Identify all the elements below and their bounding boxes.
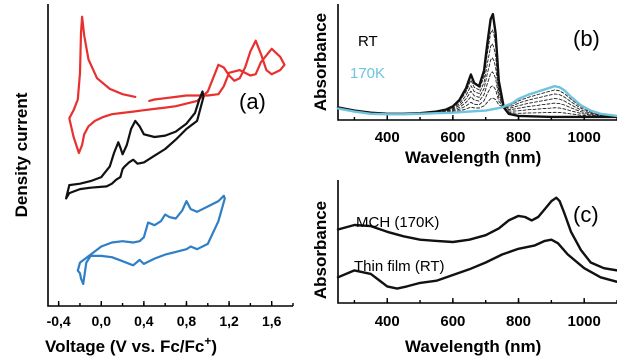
panel-c-annotation-mch: MCH (170K) [356,214,439,231]
panel-c-label: (c) [573,202,599,227]
panel-a-x-ticks: -0,4 0,0 0,4 0,8 1,2 1,6 [47,301,294,329]
panel-c: 400 600 800 1000 (c) MCH (170K) Thin film (… [311,180,617,356]
panel-a-y-axis-title: Density current [12,92,31,217]
panel-b: 400 600 800 1000 (b) RT 170K Absorbance Wav… [311,4,617,167]
panel-c-annotation-thin-film: Thin film (RT) [354,258,445,275]
x-tick-label: 0,8 [177,313,197,329]
x-tick-label: 0,4 [134,313,154,329]
panel-a-axes [47,4,293,307]
x-tick-label: 600 [440,313,465,330]
series-line-red-0 [68,15,286,155]
series-line-black-1 [336,238,617,290]
panel-b-x-axis-title: Wavelength (nm) [405,148,541,167]
panel-c-x-axis-title: Wavelength (nm) [405,337,541,356]
panel-c-y-axis-title: Absorbance [311,201,330,299]
x-tick-label: 1000 [567,129,600,146]
x-tick-label: 800 [506,313,531,330]
panel-b-annotation-rt: RT [358,33,378,50]
x-tick-label: 800 [506,129,531,146]
series-line-cyan-1 [336,85,617,118]
series-line-black-1 [65,90,205,200]
panel-a-curves [65,15,286,286]
series-line-black-0 [336,196,617,272]
panel-b-label: (b) [573,26,600,51]
panel-b-curves [336,12,617,119]
x-tick-label: 600 [440,129,465,146]
x-tick-label: -0,4 [47,313,71,329]
panel-b-annotation-170k: 170K [350,65,385,82]
panel-c-curves [336,196,617,290]
panel-a-x-axis-title: Voltage (V vs. Fc/Fc+) [45,334,217,356]
panel-b-y-axis-title: Absorbance [311,13,330,111]
panel-a-label: (a) [239,89,266,114]
series-line-blue-2 [76,194,226,286]
panel-c-x-ticks: 400 600 800 1000 [353,298,617,330]
panel-c-axes [337,180,617,304]
x-tick-label: 400 [375,313,400,330]
x-tick-label: 0,0 [92,313,112,329]
panel-b-axes [337,4,617,121]
panel-a: -0,4 0,0 0,4 0,8 1,2 1,6 (a) Density current … [12,4,294,356]
x-tick-label: 1,2 [219,313,239,329]
x-tick-label: 1000 [567,313,600,330]
x-tick-label: 400 [375,129,400,146]
x-tick-label: 1,6 [262,313,282,329]
